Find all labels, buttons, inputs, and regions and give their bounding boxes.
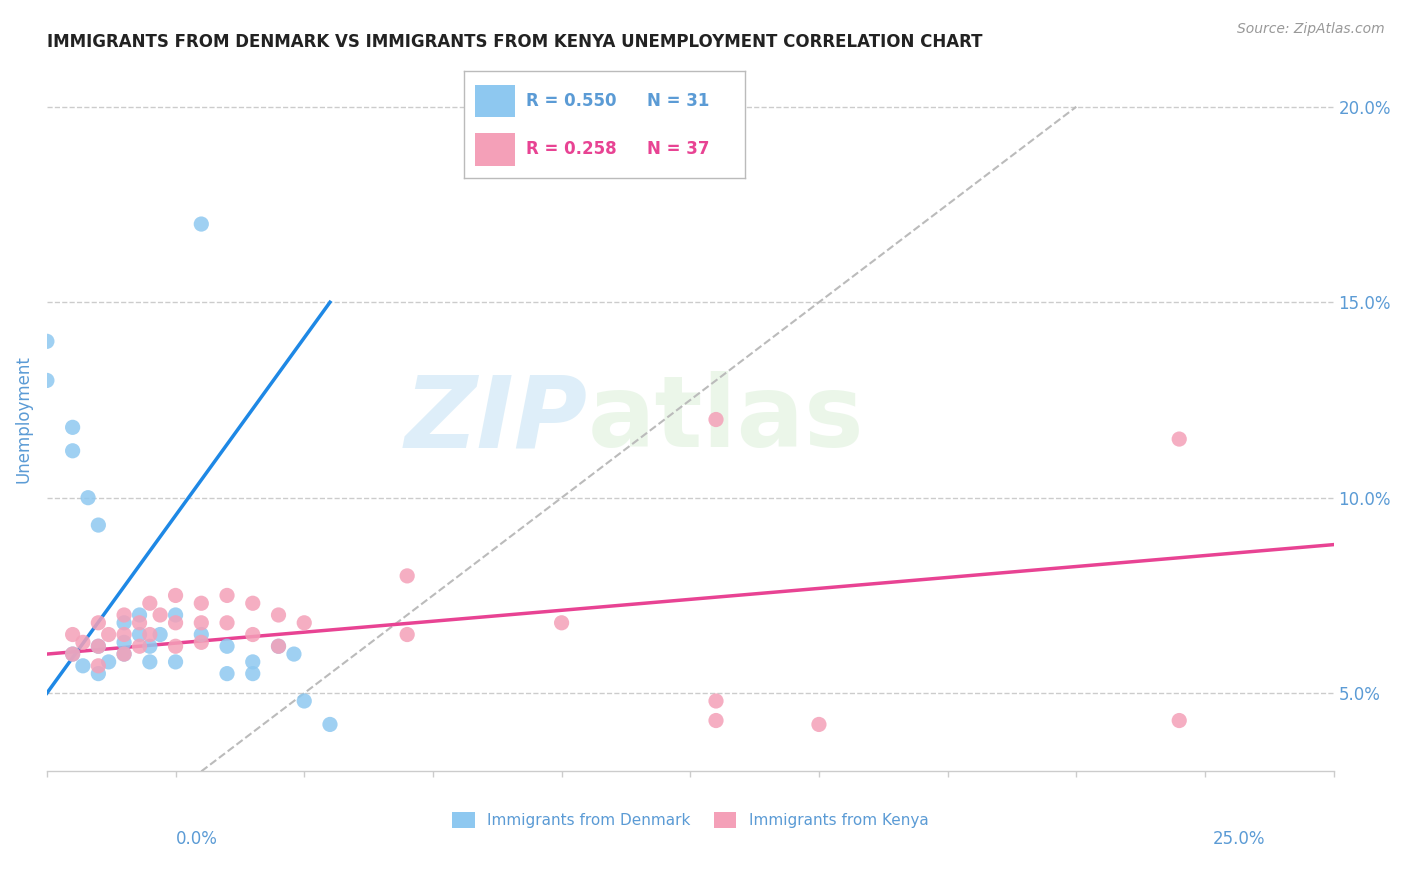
Point	[165, 615, 187, 630]
Point	[283, 647, 305, 661]
Text: R = 0.550: R = 0.550	[526, 93, 616, 111]
Y-axis label: Unemployment: Unemployment	[15, 356, 32, 483]
Point	[267, 607, 290, 622]
Text: 25.0%: 25.0%	[1213, 830, 1265, 847]
Point	[242, 627, 264, 641]
Point	[112, 647, 135, 661]
Point	[149, 607, 172, 622]
Point	[704, 412, 727, 426]
FancyBboxPatch shape	[475, 134, 515, 166]
Point	[128, 640, 150, 654]
Point	[704, 714, 727, 728]
Point	[190, 615, 212, 630]
Point	[139, 640, 162, 654]
Text: IMMIGRANTS FROM DENMARK VS IMMIGRANTS FROM KENYA UNEMPLOYMENT CORRELATION CHART: IMMIGRANTS FROM DENMARK VS IMMIGRANTS FR…	[46, 33, 983, 51]
Text: ZIP: ZIP	[405, 371, 588, 468]
Point	[97, 655, 120, 669]
Point	[396, 627, 419, 641]
Point	[190, 596, 212, 610]
FancyBboxPatch shape	[475, 86, 515, 118]
Point	[190, 635, 212, 649]
Point	[242, 666, 264, 681]
Point	[87, 640, 110, 654]
Point	[128, 607, 150, 622]
Legend: Immigrants from Denmark, Immigrants from Kenya: Immigrants from Denmark, Immigrants from…	[446, 805, 935, 834]
Point	[292, 615, 315, 630]
Point	[97, 627, 120, 641]
Point	[87, 666, 110, 681]
Point	[215, 615, 238, 630]
Point	[139, 655, 162, 669]
Point	[165, 607, 187, 622]
Point	[77, 491, 100, 505]
Point	[190, 627, 212, 641]
Point	[267, 640, 290, 654]
Point	[215, 640, 238, 654]
Point	[215, 666, 238, 681]
Point	[1168, 432, 1191, 446]
Point	[165, 640, 187, 654]
Point	[87, 518, 110, 533]
Point	[72, 658, 94, 673]
Text: Source: ZipAtlas.com: Source: ZipAtlas.com	[1237, 22, 1385, 37]
Point	[128, 615, 150, 630]
Text: R = 0.258: R = 0.258	[526, 141, 616, 159]
Point	[112, 647, 135, 661]
Point	[62, 443, 84, 458]
Point	[165, 655, 187, 669]
Point	[62, 647, 84, 661]
Point	[62, 627, 84, 641]
Point	[35, 334, 58, 349]
Point	[704, 694, 727, 708]
Point	[62, 647, 84, 661]
Point	[215, 589, 238, 603]
Point	[139, 596, 162, 610]
Point	[396, 569, 419, 583]
Point	[267, 640, 290, 654]
Point	[550, 615, 572, 630]
Point	[128, 627, 150, 641]
Text: atlas: atlas	[588, 371, 863, 468]
Point	[165, 589, 187, 603]
Text: N = 37: N = 37	[647, 141, 709, 159]
Point	[242, 596, 264, 610]
Point	[87, 615, 110, 630]
Point	[242, 655, 264, 669]
Point	[112, 615, 135, 630]
Point	[62, 420, 84, 434]
Point	[112, 635, 135, 649]
Point	[319, 717, 342, 731]
Point	[190, 217, 212, 231]
Point	[35, 373, 58, 387]
Point	[87, 640, 110, 654]
Point	[292, 694, 315, 708]
Point	[139, 627, 162, 641]
Point	[112, 627, 135, 641]
Point	[72, 635, 94, 649]
Text: N = 31: N = 31	[647, 93, 709, 111]
Point	[87, 658, 110, 673]
Point	[149, 627, 172, 641]
Text: 0.0%: 0.0%	[176, 830, 218, 847]
Point	[112, 607, 135, 622]
Point	[1168, 714, 1191, 728]
Point	[807, 717, 830, 731]
